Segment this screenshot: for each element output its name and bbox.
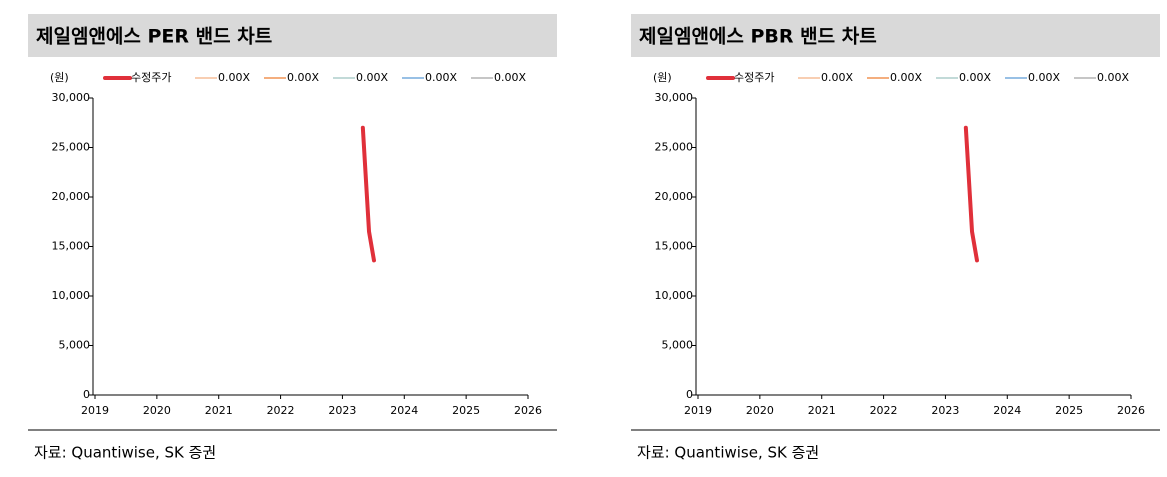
y-tick-label: 30,000: [655, 91, 694, 104]
title-banner: [631, 14, 1160, 57]
y-tick-label: 25,000: [655, 141, 694, 154]
y-tick-label: 0: [686, 388, 693, 401]
y-axis-label: (원): [653, 71, 672, 84]
legend-label: 0.00X: [356, 71, 388, 84]
y-axis-label: (원): [50, 71, 69, 84]
source-note: 자료: Quantiwise, SK 증권: [637, 444, 819, 462]
y-tick-label: 5,000: [662, 339, 694, 352]
y-tick-label: 0: [83, 388, 90, 401]
legend-label: 0.00X: [494, 71, 526, 84]
x-tick-label: 2020: [746, 404, 774, 417]
price-line: [963, 125, 979, 263]
y-tick-label: 15,000: [655, 240, 694, 253]
x-tick-label: 2020: [143, 404, 171, 417]
legend-label: 0.00X: [425, 71, 457, 84]
legend-label: 수정주가: [734, 71, 774, 84]
chart-title: 제일엠앤에스 PER 밴드 차트: [36, 26, 272, 48]
y-tick-label: 20,000: [655, 190, 694, 203]
x-tick-label: 2025: [1055, 404, 1083, 417]
x-tick-label: 2026: [514, 404, 542, 417]
x-tick-label: 2023: [931, 404, 959, 417]
x-tick-label: 2023: [328, 404, 356, 417]
x-tick-label: 2026: [1117, 404, 1145, 417]
y-tick-label: 5,000: [59, 339, 91, 352]
x-tick-label: 2021: [205, 404, 233, 417]
y-tick-label: 15,000: [52, 240, 91, 253]
y-tick-label: 10,000: [655, 289, 694, 302]
x-tick-label: 2021: [808, 404, 836, 417]
y-tick-label: 20,000: [52, 190, 91, 203]
x-tick-label: 2024: [993, 404, 1021, 417]
legend-label: 0.00X: [1097, 71, 1129, 84]
legend-label: 0.00X: [287, 71, 319, 84]
y-tick-label: 10,000: [52, 289, 91, 302]
chart-title: 제일엠앤에스 PBR 밴드 차트: [639, 26, 877, 48]
legend-label: 0.00X: [959, 71, 991, 84]
x-tick-label: 2024: [390, 404, 418, 417]
legend-label: 0.00X: [890, 71, 922, 84]
x-tick-label: 2022: [870, 404, 898, 417]
legend-label: 0.00X: [218, 71, 250, 84]
x-tick-label: 2019: [684, 404, 712, 417]
price-line: [360, 125, 376, 263]
y-tick-label: 30,000: [52, 91, 91, 104]
x-tick-label: 2025: [452, 404, 480, 417]
legend-label: 0.00X: [1028, 71, 1060, 84]
y-tick-label: 25,000: [52, 141, 91, 154]
legend-label: 0.00X: [821, 71, 853, 84]
legend-label: 수정주가: [131, 71, 171, 84]
x-tick-label: 2022: [267, 404, 295, 417]
title-banner: [28, 14, 557, 57]
x-tick-label: 2019: [81, 404, 109, 417]
source-note: 자료: Quantiwise, SK 증권: [34, 444, 216, 462]
